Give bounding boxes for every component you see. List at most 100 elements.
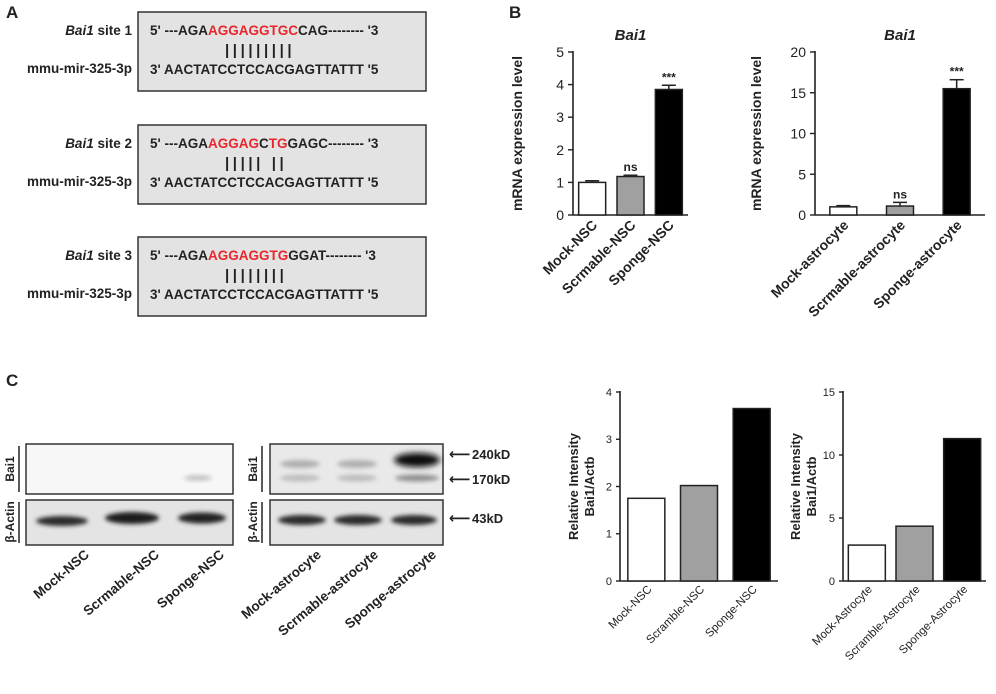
y-tick-label: 2	[556, 142, 564, 158]
y-tick-label: 5	[556, 44, 564, 60]
blot-band-170-1	[280, 474, 320, 482]
bar	[885, 205, 915, 216]
chart-title: Bai1	[884, 27, 916, 44]
significance-label: ns	[623, 160, 637, 174]
y-axis-label: mRNA expression level	[748, 56, 764, 211]
mirna-label: mmu-mir-325-3p	[27, 61, 132, 76]
y-tick-label: 4	[606, 387, 612, 399]
site-box	[137, 236, 427, 317]
blot-band-240-1	[280, 460, 320, 468]
blot-label-bai1-nsc: Bai1	[3, 456, 17, 482]
y-axis-label: Relative Intensity	[788, 432, 803, 540]
site-number: site 1	[94, 23, 133, 38]
significance-label: ***	[662, 70, 676, 84]
mirna-sequence: 3' AACTATCCTCCACGAGTTATTT '5	[150, 62, 379, 77]
y-tick-label: 20	[790, 44, 806, 60]
y-tick-label: 1	[556, 174, 564, 190]
y-axis-label: Relative Intensity	[566, 432, 581, 540]
blot-band-actin-a3	[391, 515, 437, 525]
bar	[895, 525, 934, 582]
sequence-part: 5' ---AGA	[150, 248, 208, 263]
site-label: Bai1 site 3	[65, 248, 132, 263]
mirna-label: mmu-mir-325-3p	[27, 286, 132, 301]
seed-match: TG	[269, 136, 288, 151]
bar	[942, 437, 982, 582]
blot-label-actin-nsc: β-Actin	[3, 501, 17, 542]
site-number: site 2	[94, 136, 132, 151]
panel-label-b: B	[509, 3, 521, 22]
binding-site-1: Bai1 site 1 mmu-mir-325-3p 5' ---AGAAGGAGG…	[27, 11, 427, 92]
gene-name: Bai1	[65, 136, 94, 151]
seed-match: AGGAG	[208, 136, 259, 151]
y-tick-label: 4	[556, 77, 564, 93]
lane-label: Scrmable-astrocyte	[275, 546, 381, 638]
western-blot-astrocyte: Bai1 β-Actin ⟵ 240kD ⟵ 170kD ⟵ 43kD Mock…	[238, 443, 510, 639]
y-tick-label: 10	[823, 450, 835, 462]
y-tick-label: 15	[823, 387, 835, 399]
y-tick-label: 10	[790, 126, 806, 142]
mirna-label: mmu-mir-325-3p	[27, 174, 132, 189]
target-sequence: 5' ---AGAAGGAGGTGCCAG-------- '3	[150, 23, 379, 38]
blot-band-actin-1	[36, 516, 88, 526]
blot-band-faint	[184, 475, 212, 481]
significance-label: ns	[893, 187, 907, 201]
y-axis-label: Bai1/Actb	[582, 456, 597, 516]
base-pairing: ||||| ||	[225, 155, 287, 172]
y-axis-label: mRNA expression level	[509, 56, 525, 211]
bar	[847, 544, 887, 582]
western-blot-nsc: Bai1 β-Actin Mock-NSC Scrmable-NSC Spong…	[3, 443, 234, 619]
y-axis-label: Bai1/Actb	[804, 456, 819, 516]
bar	[616, 175, 645, 216]
blot-band-actin-a2	[334, 515, 382, 525]
bar	[577, 181, 607, 216]
blot-band-240-2	[337, 460, 377, 468]
sequence-part: 5' ---AGA	[150, 23, 208, 38]
binding-site-2: Bai1 site 2 mmu-mir-325-3p 5' ---AGAAGGAGC…	[27, 124, 427, 205]
base-pairing: ||||||||	[225, 267, 287, 284]
blot-band-240-3	[394, 453, 440, 467]
chart-intensity-nsc: 0 1 2 3 4 Relative Intensity Bai1/Actb Mock-NSC…	[566, 387, 778, 646]
target-sequence: 5' ---AGAAGGAGGTGGGAT-------- '3	[150, 248, 376, 263]
panel-label-c: C	[6, 371, 18, 390]
y-tick-label: 5	[798, 166, 806, 182]
seed-match: AGGAGGTGC	[208, 23, 298, 38]
y-tick-label: 15	[790, 85, 806, 101]
arrow-left-icon: ⟵	[449, 446, 471, 463]
mirna-sequence: 3' AACTATCCTCCACGAGTTATTT '5	[150, 287, 379, 302]
lane-label: Scrmable-NSC	[80, 547, 162, 619]
mirna-sequence: 3' AACTATCCTCCACGAGTTATTT '5	[150, 175, 379, 190]
y-tick-label: 0	[798, 207, 806, 223]
marker-170kd: 170kD	[472, 472, 510, 487]
seed-match: AGGAGGTG	[208, 248, 288, 263]
bar	[942, 87, 971, 216]
lane-label: Mock-NSC	[31, 547, 93, 602]
y-tick-label: 0	[829, 576, 835, 588]
blot-strip-bai1-astro	[269, 443, 444, 495]
y-tick-label: 5	[829, 513, 835, 525]
blot-band-actin-3	[178, 512, 226, 524]
sequence-part: GAGC-------- '3	[287, 136, 378, 151]
blot-band-actin-a1	[278, 515, 326, 525]
gene-name: Bai1	[65, 248, 94, 263]
x-tick-label: Mock-NSC	[607, 584, 655, 632]
sequence-part: CAG-------- '3	[298, 23, 379, 38]
significance-label: ***	[950, 65, 964, 79]
x-tick-label: Scrmable-astrocyte	[805, 217, 908, 320]
marker-43kd: 43kD	[472, 511, 503, 526]
bar	[654, 88, 684, 216]
y-tick-label: 3	[556, 109, 564, 125]
blot-strip-bai1-nsc	[25, 443, 234, 495]
y-tick-label: 1	[606, 529, 612, 541]
target-sequence: 5' ---AGAAGGAGCTGGAGC-------- '3	[150, 136, 379, 151]
site-label: Bai1 site 2	[65, 136, 132, 151]
gene-name: Bai1	[65, 23, 94, 38]
y-tick-label: 0	[556, 207, 564, 223]
site-box	[137, 124, 427, 205]
blot-band-170-2	[337, 474, 377, 482]
blot-label-bai1-astro: Bai1	[246, 456, 260, 482]
